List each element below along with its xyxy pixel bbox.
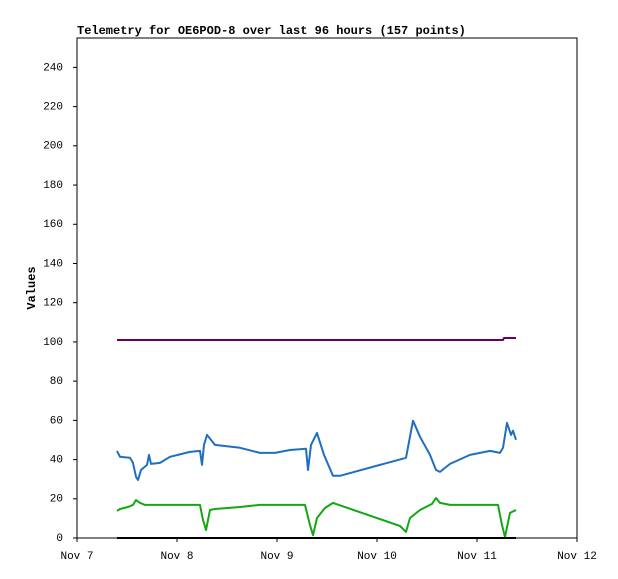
y-tick-label: 120 [43, 298, 63, 310]
y-tick-label: 240 [43, 62, 63, 74]
y-tick-label: 60 [50, 415, 63, 427]
x-tick-label: Nov 10 [357, 551, 397, 563]
x-tick-label: Nov 11 [457, 551, 497, 563]
y-tick-label: 0 [56, 533, 63, 545]
chart-title: Telemetry for OE6POD-8 over last 96 hour… [77, 24, 466, 38]
y-tick-label: 180 [43, 180, 63, 192]
series-line [116, 419, 517, 481]
series-line [116, 497, 517, 538]
y-tick-label: 100 [43, 337, 63, 349]
y-tick-label: 220 [43, 102, 63, 114]
y-tick-label: 200 [43, 141, 63, 153]
x-tick-label: Nov 7 [60, 551, 93, 563]
x-tick-label: Nov 9 [260, 551, 293, 563]
x-tick-label: Nov 12 [557, 551, 597, 563]
y-tick-label: 160 [43, 219, 63, 231]
y-tick-label: 40 [50, 454, 63, 466]
y-tick-label: 20 [50, 494, 63, 506]
x-tick-label: Nov 8 [160, 551, 193, 563]
y-axis-label: Values [25, 266, 39, 309]
series-line [117, 337, 516, 341]
y-tick-label: 140 [43, 258, 63, 270]
y-tick-label: 80 [50, 376, 63, 388]
